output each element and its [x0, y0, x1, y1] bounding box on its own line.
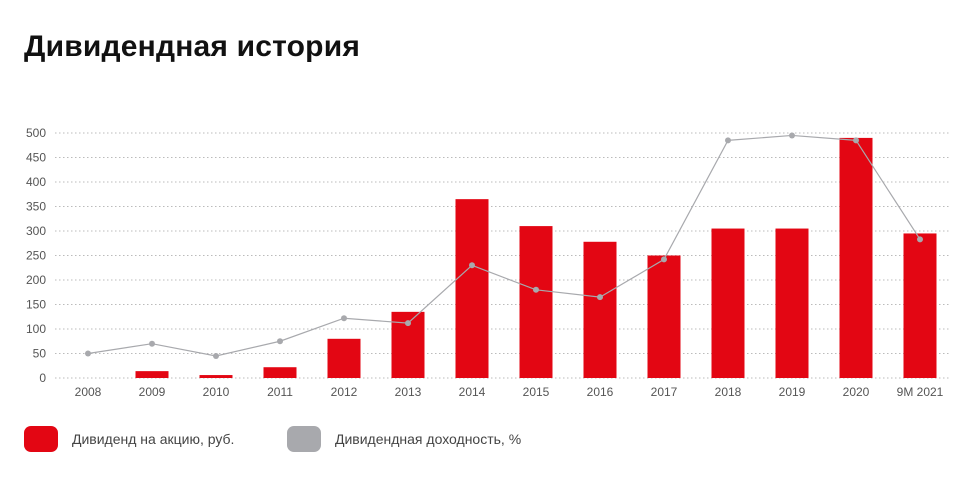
yield-point-2012: [341, 315, 347, 322]
legend-item-dividend[interactable]: Дивиденд на акцию, руб.: [24, 426, 234, 452]
y-tick-label: 450: [26, 151, 46, 165]
bar-2017: [647, 255, 681, 378]
legend-label-dividend: Дивиденд на акцию, руб.: [72, 431, 235, 447]
bar-2016: [583, 241, 617, 378]
yield-point-2016: [597, 294, 603, 301]
x-tick-label: 2020: [843, 385, 870, 399]
y-tick-label: 500: [26, 126, 46, 140]
bar-2019: [775, 228, 809, 378]
bar-2009: [135, 371, 169, 378]
bar-2010: [199, 375, 233, 378]
bar-2012: [327, 338, 361, 378]
x-tick-label: 2013: [395, 385, 422, 399]
yield-line: [85, 132, 923, 359]
bar-2015: [519, 226, 553, 378]
x-tick-label: 2016: [587, 385, 614, 399]
yield-point-2011: [277, 338, 283, 345]
y-tick-label: 400: [26, 175, 46, 189]
yield-point-2013: [405, 320, 411, 327]
legend-item-yield[interactable]: Дивидендная доходность, %: [287, 426, 521, 452]
legend-swatch-red: [24, 426, 58, 452]
page-title: Дивидендная история: [24, 30, 361, 63]
y-tick-label: 100: [26, 322, 46, 336]
yield-point-2014: [469, 262, 475, 269]
legend: Дивиденд на акцию, руб. Дивидендная дохо…: [24, 426, 521, 452]
bar-2018: [711, 228, 745, 378]
y-tick-label: 300: [26, 224, 46, 238]
x-tick-label: 2017: [651, 385, 678, 399]
x-tick-label: 2008: [75, 385, 102, 399]
y-axis: 0 50 100 150 200 250 300 350 400 450 500: [26, 126, 46, 385]
dividend-bars: [135, 137, 937, 378]
bar-2020: [839, 137, 873, 378]
x-tick-label: 2018: [715, 385, 742, 399]
yield-point-2019: [789, 132, 795, 139]
grid-lines: [55, 132, 950, 379]
bar-2014: [455, 199, 489, 378]
yield-point-2018: [725, 137, 731, 144]
legend-label-yield: Дивидендная доходность, %: [335, 431, 522, 447]
yield-point-2020: [853, 137, 859, 144]
x-tick-label: 2012: [331, 385, 358, 399]
x-tick-label: 2009: [139, 385, 166, 399]
x-tick-label: 2010: [203, 385, 230, 399]
yield-point-2015: [533, 286, 539, 293]
x-axis: 2008 2009 2010 2011 2012 2013 2014 2015 2016 2017…: [75, 385, 944, 399]
x-tick-label: 2015: [523, 385, 550, 399]
y-tick-label: 50: [33, 347, 47, 361]
yield-polyline: [87, 134, 921, 357]
bar-2011: [263, 367, 297, 378]
y-tick-label: 150: [26, 298, 46, 312]
yield-point-9M-2021: [917, 236, 923, 243]
yield-point-2008: [85, 350, 91, 357]
x-tick-label: 9M 2021: [897, 385, 944, 399]
yield-point-2009: [149, 340, 155, 347]
x-tick-label: 2019: [779, 385, 806, 399]
legend-swatch-gray: [287, 426, 321, 452]
y-tick-label: 200: [26, 273, 46, 287]
y-tick-label: 350: [26, 200, 46, 214]
x-tick-label: 2011: [267, 385, 293, 399]
x-tick-label: 2014: [459, 385, 486, 399]
bar-9M-2021: [903, 233, 937, 378]
yield-point-2010: [213, 352, 219, 359]
y-tick-label: 0: [39, 371, 46, 385]
yield-point-2017: [661, 256, 667, 263]
y-tick-label: 250: [26, 249, 46, 263]
